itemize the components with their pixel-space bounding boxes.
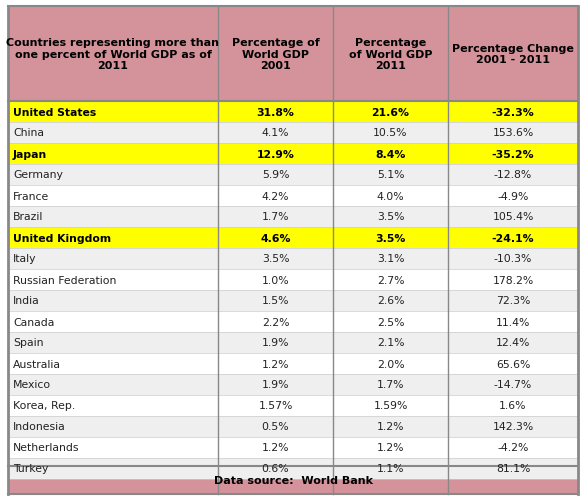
Text: 1.6%: 1.6% xyxy=(499,401,527,411)
Text: 3.5%: 3.5% xyxy=(262,254,289,264)
Text: 4.2%: 4.2% xyxy=(262,191,289,201)
Text: 1.2%: 1.2% xyxy=(377,422,404,432)
Text: 0.6%: 0.6% xyxy=(262,463,289,473)
Text: 2.1%: 2.1% xyxy=(377,338,404,348)
Text: -35.2%: -35.2% xyxy=(492,149,534,159)
Text: -4.9%: -4.9% xyxy=(498,191,529,201)
Text: 2.7%: 2.7% xyxy=(377,275,404,285)
Text: 4.0%: 4.0% xyxy=(377,191,404,201)
Text: 1.9%: 1.9% xyxy=(262,338,289,348)
Text: 105.4%: 105.4% xyxy=(492,212,534,222)
Text: 8.4%: 8.4% xyxy=(375,149,406,159)
Text: Turkey: Turkey xyxy=(13,463,49,473)
Text: -24.1%: -24.1% xyxy=(492,233,534,243)
Text: 21.6%: 21.6% xyxy=(372,107,410,117)
Text: Indonesia: Indonesia xyxy=(13,422,66,432)
Text: France: France xyxy=(13,191,49,201)
Text: 178.2%: 178.2% xyxy=(492,275,534,285)
Text: 12.9%: 12.9% xyxy=(257,149,294,159)
Text: 153.6%: 153.6% xyxy=(492,128,534,138)
Text: Korea, Rep.: Korea, Rep. xyxy=(13,401,75,411)
Bar xyxy=(8,144,578,165)
Text: 2.2%: 2.2% xyxy=(262,317,289,327)
Text: 72.3%: 72.3% xyxy=(496,296,530,306)
Text: 12.4%: 12.4% xyxy=(496,338,530,348)
Text: Data source:  World Bank: Data source: World Bank xyxy=(213,475,373,485)
Text: 1.57%: 1.57% xyxy=(258,401,292,411)
Text: India: India xyxy=(13,296,40,306)
Bar xyxy=(8,374,578,395)
Text: Mexico: Mexico xyxy=(13,380,51,390)
Bar xyxy=(8,353,578,374)
Text: -12.8%: -12.8% xyxy=(494,170,532,180)
Text: 142.3%: 142.3% xyxy=(492,422,534,432)
Text: 0.5%: 0.5% xyxy=(262,422,289,432)
Text: 1.0%: 1.0% xyxy=(262,275,289,285)
Text: 4.6%: 4.6% xyxy=(260,233,291,243)
Text: 5.9%: 5.9% xyxy=(262,170,289,180)
Text: 2.5%: 2.5% xyxy=(377,317,404,327)
Bar xyxy=(8,466,578,494)
Bar xyxy=(8,227,578,248)
Text: 1.59%: 1.59% xyxy=(373,401,408,411)
Text: -10.3%: -10.3% xyxy=(494,254,532,264)
Text: 3.1%: 3.1% xyxy=(377,254,404,264)
Text: 1.5%: 1.5% xyxy=(262,296,289,306)
Text: Percentage
of World GDP
2011: Percentage of World GDP 2011 xyxy=(349,38,432,71)
Text: Countries representing more than
one percent of World GDP as of
2011: Countries representing more than one per… xyxy=(6,38,220,71)
Bar xyxy=(8,458,578,479)
Bar xyxy=(8,332,578,353)
Text: Netherlands: Netherlands xyxy=(13,442,80,452)
Text: 81.1%: 81.1% xyxy=(496,463,530,473)
Text: 3.5%: 3.5% xyxy=(375,233,406,243)
Bar xyxy=(8,186,578,206)
Text: Percentage Change
2001 - 2011: Percentage Change 2001 - 2011 xyxy=(452,44,574,65)
Text: 3.5%: 3.5% xyxy=(377,212,404,222)
Text: United Kingdom: United Kingdom xyxy=(13,233,111,243)
Bar xyxy=(8,270,578,291)
Bar xyxy=(8,395,578,416)
Text: 65.6%: 65.6% xyxy=(496,359,530,369)
Text: 1.1%: 1.1% xyxy=(377,463,404,473)
Text: Canada: Canada xyxy=(13,317,54,327)
Text: United States: United States xyxy=(13,107,96,117)
Text: -32.3%: -32.3% xyxy=(492,107,534,117)
Text: -14.7%: -14.7% xyxy=(494,380,532,390)
Text: Australia: Australia xyxy=(13,359,61,369)
Bar xyxy=(8,165,578,186)
Text: Italy: Italy xyxy=(13,254,36,264)
Text: 1.2%: 1.2% xyxy=(377,442,404,452)
Bar xyxy=(8,291,578,312)
Bar xyxy=(8,206,578,227)
Text: Japan: Japan xyxy=(13,149,47,159)
Bar xyxy=(8,437,578,458)
Text: 11.4%: 11.4% xyxy=(496,317,530,327)
Bar xyxy=(8,102,578,123)
Bar xyxy=(8,123,578,144)
Text: Russian Federation: Russian Federation xyxy=(13,275,117,285)
Text: 1.2%: 1.2% xyxy=(262,442,289,452)
Bar xyxy=(8,248,578,270)
Text: 31.8%: 31.8% xyxy=(257,107,294,117)
Text: China: China xyxy=(13,128,44,138)
Text: 2.0%: 2.0% xyxy=(377,359,404,369)
Text: 1.9%: 1.9% xyxy=(262,380,289,390)
Text: 5.1%: 5.1% xyxy=(377,170,404,180)
Text: 1.2%: 1.2% xyxy=(262,359,289,369)
Text: Spain: Spain xyxy=(13,338,43,348)
Text: Germany: Germany xyxy=(13,170,63,180)
Text: 4.1%: 4.1% xyxy=(262,128,289,138)
Text: 1.7%: 1.7% xyxy=(377,380,404,390)
Bar xyxy=(8,7,578,102)
Text: Brazil: Brazil xyxy=(13,212,43,222)
Bar xyxy=(8,312,578,332)
Text: 1.7%: 1.7% xyxy=(262,212,289,222)
Bar xyxy=(8,416,578,437)
Text: Percentage of
World GDP
2001: Percentage of World GDP 2001 xyxy=(231,38,319,71)
Text: 2.6%: 2.6% xyxy=(377,296,404,306)
Text: -4.2%: -4.2% xyxy=(498,442,529,452)
Text: 10.5%: 10.5% xyxy=(373,128,408,138)
